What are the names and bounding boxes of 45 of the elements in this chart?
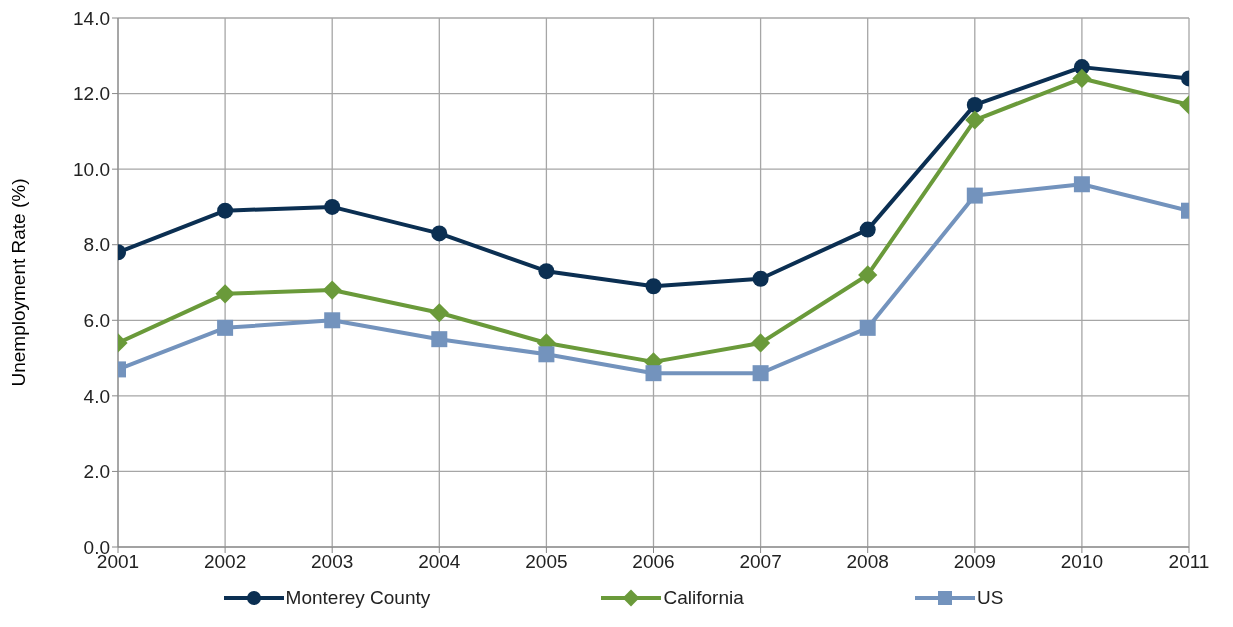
x-tick-label: 2006 <box>632 551 675 573</box>
legend-label: US <box>976 587 1004 609</box>
point <box>965 110 985 130</box>
point <box>752 270 769 287</box>
point <box>324 312 341 329</box>
y-tick-label: 2.0 <box>83 461 110 483</box>
point <box>966 96 983 113</box>
x-tick-label: 2007 <box>739 551 782 573</box>
point <box>645 365 662 382</box>
point <box>215 284 235 304</box>
point <box>217 319 234 336</box>
point <box>966 187 983 204</box>
point <box>858 265 878 285</box>
point <box>429 303 449 323</box>
point <box>1073 176 1090 193</box>
y-axis-title: Unemployment Rate (%) <box>7 178 29 387</box>
legend-label: California <box>663 587 744 609</box>
y-tick-label: 4.0 <box>83 385 110 407</box>
point <box>1072 68 1092 89</box>
point <box>431 225 448 242</box>
x-tick-label: 2005 <box>525 551 568 573</box>
y-tick-label: 8.0 <box>83 234 110 256</box>
point <box>645 278 662 295</box>
x-tick-label: 2010 <box>1060 551 1104 573</box>
x-tick-label: 2011 <box>1168 551 1210 573</box>
point <box>324 198 341 215</box>
point <box>322 280 342 300</box>
point <box>217 202 234 219</box>
x-tick-label: 2004 <box>418 551 461 573</box>
x-tick-label: 2008 <box>846 551 889 573</box>
y-tick-label: 14.0 <box>73 7 110 29</box>
point <box>752 365 769 382</box>
point <box>538 263 555 280</box>
point <box>859 319 876 336</box>
legend-label: Monterey County <box>285 587 431 609</box>
point <box>431 331 448 348</box>
point <box>538 346 555 363</box>
y-tick-label: 10.0 <box>73 158 110 180</box>
point <box>751 333 771 353</box>
x-tick-label: 2003 <box>311 551 354 573</box>
point <box>859 221 876 238</box>
x-tick-label: 2002 <box>203 551 247 573</box>
x-tick-label: 2009 <box>953 551 996 573</box>
y-tick-label: 12.0 <box>73 83 110 105</box>
y-tick-label: 6.0 <box>83 310 110 332</box>
